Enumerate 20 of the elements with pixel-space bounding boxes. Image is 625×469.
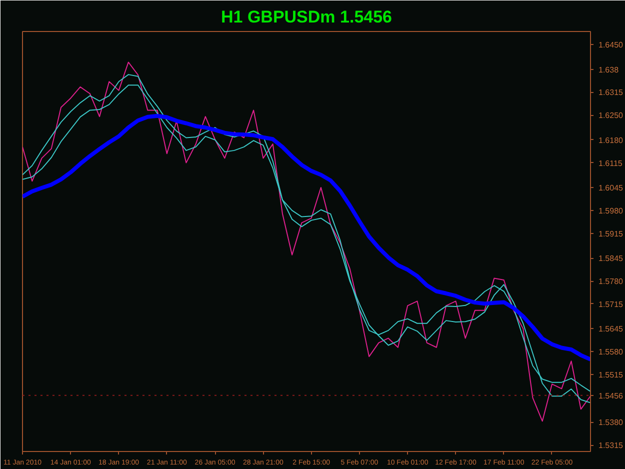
- y-tick-label: 1.5915: [598, 229, 624, 238]
- y-tick-label: 1.5980: [598, 206, 624, 216]
- y-tick-label: 1.6450: [598, 40, 624, 50]
- y-tick-label: 1.5845: [598, 254, 624, 264]
- y-tick-label: 1.5515: [598, 370, 624, 380]
- y-tick-label: 1.5780: [598, 277, 624, 286]
- y-tick-label: 1.6250: [598, 111, 624, 120]
- y-tick-label: 1.6045: [598, 184, 624, 192]
- y-tick-label: 1.5580: [598, 348, 624, 357]
- chart-title: H1 GBPUSDm 1.5456: [220, 8, 392, 26]
- y-tick-label: 1.5715: [598, 300, 624, 309]
- line-series: [22, 114, 590, 362]
- y-tick-label: 1.6180: [598, 136, 624, 145]
- y-tick-label: 1.6115: [598, 158, 623, 168]
- y-tick-label: 1.6315: [598, 88, 624, 98]
- y-tick-label: 1.5645: [598, 324, 624, 334]
- ref-line-label: 1.5456: [598, 391, 624, 400]
- y-tick-label: 1.638: [598, 65, 620, 74]
- y-tick-label: 1.5380: [598, 418, 624, 428]
- y-tick-label: 1.5315: [598, 441, 624, 450]
